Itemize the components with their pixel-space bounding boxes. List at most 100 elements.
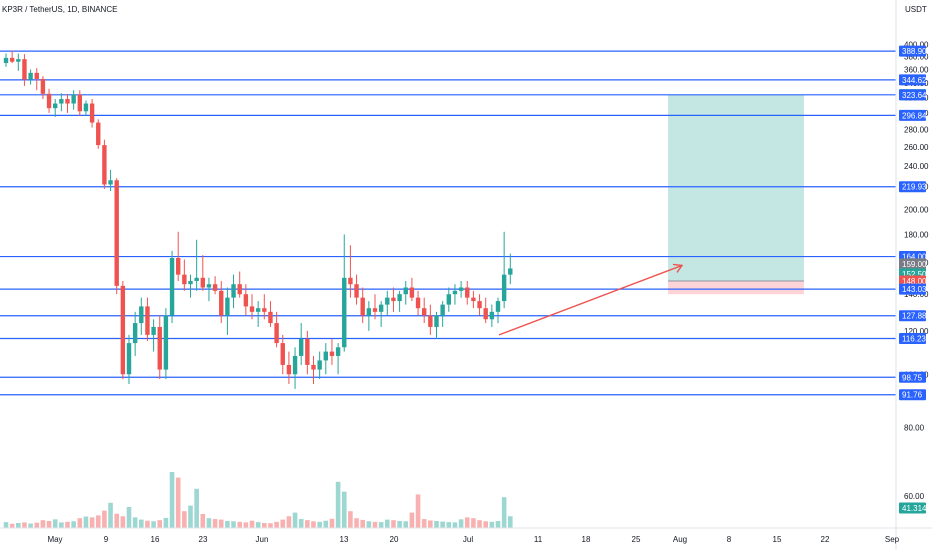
price-tick-label: 360.00: [904, 65, 929, 74]
volume-bar: [22, 522, 27, 528]
volume-bar: [464, 517, 470, 528]
volume-bar: [415, 494, 421, 528]
candle-body: [46, 93, 52, 109]
price-tag-label: 296.84: [902, 111, 927, 120]
candle-body: [71, 94, 76, 104]
candle-body: [477, 301, 482, 309]
volume-bar: [280, 519, 286, 528]
volume-bar: [268, 523, 273, 528]
price-tag: 159.00: [899, 258, 927, 270]
candle-body: [372, 308, 378, 312]
price-tag-label: 219.93: [902, 183, 927, 192]
volume-bar: [120, 516, 126, 528]
candle-body: [329, 351, 335, 356]
volume-bar: [262, 522, 267, 528]
candle-body: [182, 274, 187, 285]
volume-bar: [354, 518, 359, 528]
price-tag-label: 323.64: [902, 91, 927, 100]
candle-body: [169, 258, 175, 316]
price-tick-label: 400.00: [904, 40, 929, 49]
candle-body: [311, 364, 316, 370]
volume-bar: [9, 523, 15, 528]
candle-body: [243, 294, 249, 307]
price-tag-box: [899, 74, 926, 86]
candle-body: [403, 287, 408, 295]
volume-bar: [428, 520, 433, 528]
candle-body: [151, 326, 156, 335]
volume-bar: [108, 502, 113, 528]
volume-bar: [249, 520, 255, 528]
volume-bars: [3, 472, 513, 528]
candle-body: [231, 284, 236, 298]
volume-bar: [335, 481, 341, 528]
candle-body: [176, 258, 181, 275]
candle-body: [225, 297, 230, 316]
time-tick-label: 15: [773, 535, 782, 544]
price-tag: 116.23: [899, 332, 926, 344]
volume-bar: [126, 507, 132, 528]
volume-bar: [305, 520, 310, 528]
price-tick-label: 260.00: [904, 143, 929, 152]
trend-arrow-line: [498, 264, 683, 336]
price-tag: 344.62: [899, 74, 927, 86]
volume-bar: [372, 521, 378, 528]
price-tag-label: 127.88: [902, 312, 927, 321]
volume-bar: [421, 519, 427, 528]
candle-body: [415, 297, 421, 309]
volume-bar: [360, 519, 365, 528]
price-tag-box: [899, 181, 926, 193]
time-tick-label: 20: [390, 535, 399, 544]
volume-bar: [231, 521, 236, 528]
candle-body: [495, 301, 501, 312]
price-tag: 98.75: [899, 371, 926, 383]
price-tag-label: 164.00: [902, 253, 927, 262]
volume-bar: [366, 521, 372, 528]
volume-bar: [200, 514, 206, 528]
volume-bar: [317, 521, 322, 528]
volume-bar: [446, 522, 452, 528]
candle-body: [354, 284, 359, 298]
time-tick-label: 11: [534, 535, 543, 544]
candle-body: [102, 145, 107, 185]
volume-bar: [132, 517, 138, 528]
volume-bar: [151, 521, 156, 528]
price-tag-label: 41.314K: [902, 504, 932, 513]
volume-bar: [218, 519, 224, 528]
price-tag: 41.314K: [899, 502, 932, 514]
candle-body: [132, 323, 138, 344]
price-tag-box: [899, 258, 926, 270]
volume-bar: [298, 519, 304, 528]
candle-body: [508, 268, 513, 275]
price-tag-box: [899, 310, 926, 322]
candle-body: [440, 304, 445, 316]
volume-bar: [452, 522, 458, 528]
price-tag-box: [899, 283, 926, 295]
volume-bar: [83, 516, 89, 528]
volume-bar: [477, 520, 482, 528]
volume-bar: [225, 521, 230, 528]
volume-bar: [175, 477, 181, 528]
volume-bar: [34, 522, 40, 528]
price-tag: 296.84: [899, 109, 927, 121]
price-tick-label: 240.00: [904, 162, 929, 171]
price-tick-label: 120.00: [904, 327, 929, 336]
volume-bar: [163, 517, 169, 528]
candle-body: [360, 297, 365, 316]
candle-body: [385, 297, 390, 305]
candle-body: [157, 326, 162, 370]
target-zone: [668, 94, 804, 281]
price-tag-label: 344.62: [902, 76, 927, 85]
candle-body: [237, 284, 242, 295]
candle-body: [194, 277, 199, 281]
volume-bar: [169, 472, 175, 528]
time-axis[interactable]: May 9 16 23 Jun 13 20 Jul 11 18 25 Aug 8 15 22 Sep: [47, 535, 899, 544]
volume-bar: [397, 521, 402, 528]
candle-body: [391, 297, 396, 302]
price-tag: 143.03: [899, 283, 927, 295]
volume-bar: [102, 510, 107, 528]
volume-bar: [385, 519, 390, 528]
candle-body: [77, 94, 82, 112]
candle-body: [446, 294, 451, 305]
annotations: [498, 263, 684, 336]
